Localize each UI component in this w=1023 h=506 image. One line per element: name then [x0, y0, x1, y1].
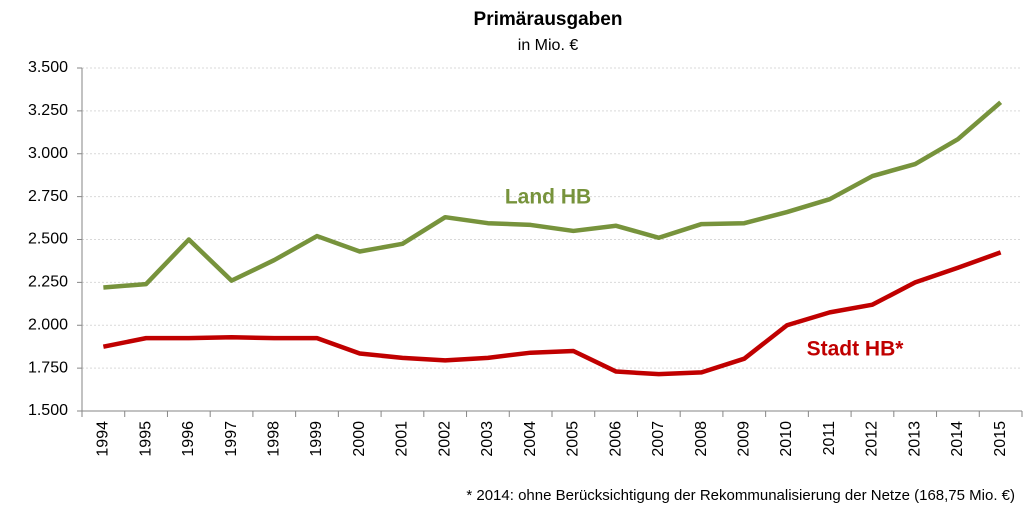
- x-tick-label: 1996: [180, 421, 197, 457]
- x-tick-label: 2003: [479, 421, 496, 457]
- series-label: Land HB: [505, 186, 591, 209]
- x-tick-label: 2009: [735, 421, 752, 457]
- y-tick-label: 3.000: [28, 145, 68, 162]
- x-tick-label: 2012: [864, 421, 881, 457]
- y-tick-label: 2.250: [28, 274, 68, 291]
- x-tick-label: 2001: [394, 421, 411, 457]
- footnote: * 2014: ohne Berücksichtigung der Rekomm…: [466, 487, 1015, 504]
- series-line: [103, 100, 1003, 290]
- x-tick-label: 1994: [95, 421, 112, 457]
- x-tick-label: 2008: [693, 421, 710, 457]
- x-tick-label: 2010: [778, 421, 795, 457]
- x-tick-label: 2002: [436, 421, 453, 457]
- series-label: Stadt HB*: [807, 338, 905, 361]
- x-tick-label: 2015: [992, 421, 1009, 457]
- x-tick-label: 1995: [137, 421, 154, 457]
- x-tick-label: 1999: [308, 421, 325, 457]
- series-line: [102, 250, 1002, 377]
- y-tick-label: 1.500: [28, 402, 68, 419]
- x-tick-label: 2004: [522, 421, 539, 457]
- x-tick-label: 2007: [650, 421, 667, 457]
- y-tick-label: 1.750: [28, 359, 68, 376]
- x-tick-label: 2011: [821, 421, 838, 456]
- chart-title: Primärausgaben: [474, 9, 623, 30]
- y-tick-label: 2.000: [28, 316, 68, 333]
- x-tick-label: 2013: [906, 421, 923, 457]
- y-tick-label: 2.500: [28, 231, 68, 248]
- x-tick-label: 2005: [565, 421, 582, 457]
- chart-subtitle: in Mio. €: [518, 37, 579, 54]
- y-tick-label: 3.500: [28, 59, 68, 76]
- x-tick-label: 2006: [607, 421, 624, 457]
- x-tick-label: 1998: [265, 421, 282, 457]
- y-tick-label: 3.250: [28, 102, 68, 119]
- x-tick-label: 2014: [949, 421, 966, 457]
- y-tick-label: 2.750: [28, 188, 68, 205]
- x-tick-label: 1997: [223, 421, 240, 457]
- x-tick-label: 2000: [351, 421, 368, 457]
